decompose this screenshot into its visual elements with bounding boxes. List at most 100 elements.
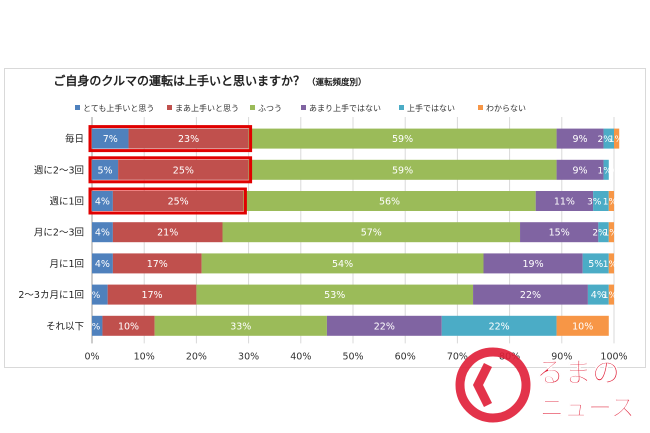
legend-label: わからない	[486, 104, 526, 113]
data-labels: 7% 23% 59% 9% 2%1%5% 25% 59% 9% 1%0%4% 25% 56% 11% 3…	[86, 134, 623, 332]
bar-segment	[92, 159, 119, 180]
bar-segment	[248, 159, 557, 180]
data-label: 33%	[230, 321, 251, 332]
bar-segment	[107, 284, 197, 305]
data-label: 5%	[98, 165, 113, 176]
data-label: 21%	[157, 228, 178, 239]
data-label: 23%	[178, 134, 199, 145]
bar-segment	[243, 191, 536, 211]
highlight-box	[88, 125, 253, 153]
data-label: 10%	[118, 321, 139, 332]
bar-segment	[92, 128, 129, 149]
data-label: 4%	[95, 197, 110, 208]
x-tick-label: 10%	[134, 351, 155, 362]
value-axis: 0% 10% 20% 30% 40% 50% 60% 70% 80% 90% 100%	[84, 351, 627, 362]
category-label: それ以下	[46, 321, 84, 332]
bar-segment	[556, 315, 609, 336]
bar-segment	[608, 284, 614, 305]
data-label: 4%	[591, 290, 606, 301]
x-tick-label: 100%	[600, 351, 627, 362]
data-label: 1%	[603, 198, 618, 208]
category-label: 月に1回	[49, 259, 84, 270]
bar-segment	[92, 284, 108, 305]
legend-swatch	[75, 105, 80, 110]
x-tick-label: 90%	[551, 351, 572, 362]
category-label: 週に1回	[49, 196, 84, 208]
highlight-boxes	[88, 125, 253, 215]
highlight-box	[88, 156, 253, 184]
x-tick-label: 70%	[447, 351, 468, 362]
x-tick-label: 60%	[395, 351, 416, 362]
data-label: 59%	[392, 165, 413, 176]
bars	[92, 128, 620, 336]
legend-label: とても上手いと思う	[83, 103, 154, 113]
data-label: 4%	[95, 228, 110, 239]
legend-swatch	[301, 105, 306, 110]
bar-segment	[598, 222, 609, 243]
bar-segment	[154, 315, 327, 336]
bar-segment	[201, 253, 484, 274]
bar-segment	[128, 128, 249, 149]
stacked-bar-chart: ご自身のクルマの運転は上手いと思いますか？ （運転頻度別） とても上手いと思う ま…	[18, 73, 627, 362]
bar-segment	[92, 222, 113, 243]
data-label: 22%	[374, 321, 395, 332]
data-label: 1%	[609, 135, 624, 145]
data-label: 4%	[95, 259, 110, 270]
legend-swatch	[250, 105, 255, 110]
bar-segment	[92, 315, 103, 336]
highlight-box	[88, 187, 247, 215]
chart-frame: ご自身のクルマの運転は上手いと思いますか？ （運転頻度別） とても上手いと思う ま…	[4, 68, 646, 368]
data-label: 15%	[549, 228, 570, 239]
data-label: 19%	[523, 259, 544, 270]
bar-segment	[608, 253, 614, 274]
kurumanonews-logo: るまの ニュース	[455, 347, 635, 423]
data-label: 57%	[361, 228, 382, 239]
data-label: 54%	[332, 259, 353, 270]
category-label: 週に2～3回	[34, 164, 84, 176]
legend-label: 上手ではない	[407, 103, 455, 113]
bar-segment	[608, 222, 614, 243]
bar-segment	[222, 222, 521, 243]
chart-subtitle: （運転頻度別）	[307, 77, 367, 88]
bar-segment	[102, 315, 155, 336]
data-label: 1%	[603, 260, 618, 270]
data-label: 56%	[379, 197, 400, 208]
bar-segment	[112, 222, 223, 243]
bar-segment	[473, 284, 588, 305]
data-label: 2%	[86, 322, 101, 332]
data-label: 9%	[573, 165, 588, 176]
category-label: 2～3カ月に1回	[18, 290, 84, 301]
bar-segment	[614, 128, 620, 149]
logo-text-bottom: ニュース	[540, 394, 635, 422]
bar-segment	[556, 128, 604, 149]
category-label: 月に2～3回	[34, 228, 84, 239]
legend-swatch	[399, 105, 404, 110]
bar-segment	[593, 191, 609, 211]
data-label: 9%	[573, 134, 588, 145]
data-label: 3%	[587, 198, 602, 208]
data-label: 10%	[572, 321, 593, 332]
bar-segment	[608, 191, 614, 211]
data-label: 17%	[141, 290, 162, 301]
data-label: 25%	[173, 165, 194, 176]
bar-segment	[603, 159, 609, 180]
x-tick-label: 20%	[186, 351, 207, 362]
legend-swatch	[167, 105, 172, 110]
logo-mark	[455, 347, 531, 423]
data-label: 17%	[147, 259, 168, 270]
data-label: 22%	[520, 290, 541, 301]
data-label: 0%	[609, 166, 624, 176]
legend-swatch	[478, 105, 483, 110]
chart-title: ご自身のクルマの運転は上手いと思いますか？	[53, 73, 305, 88]
category-label: 毎日	[65, 133, 84, 145]
bar-segment	[556, 159, 604, 180]
bar-segment	[587, 284, 609, 305]
data-label: 3%	[86, 291, 101, 301]
data-label: 1%	[604, 229, 619, 239]
data-label: 5%	[588, 259, 603, 270]
bar-segment	[326, 315, 442, 336]
x-tick-label: 0%	[84, 351, 99, 362]
bar-segment	[483, 253, 583, 274]
bar-segment	[603, 128, 614, 149]
